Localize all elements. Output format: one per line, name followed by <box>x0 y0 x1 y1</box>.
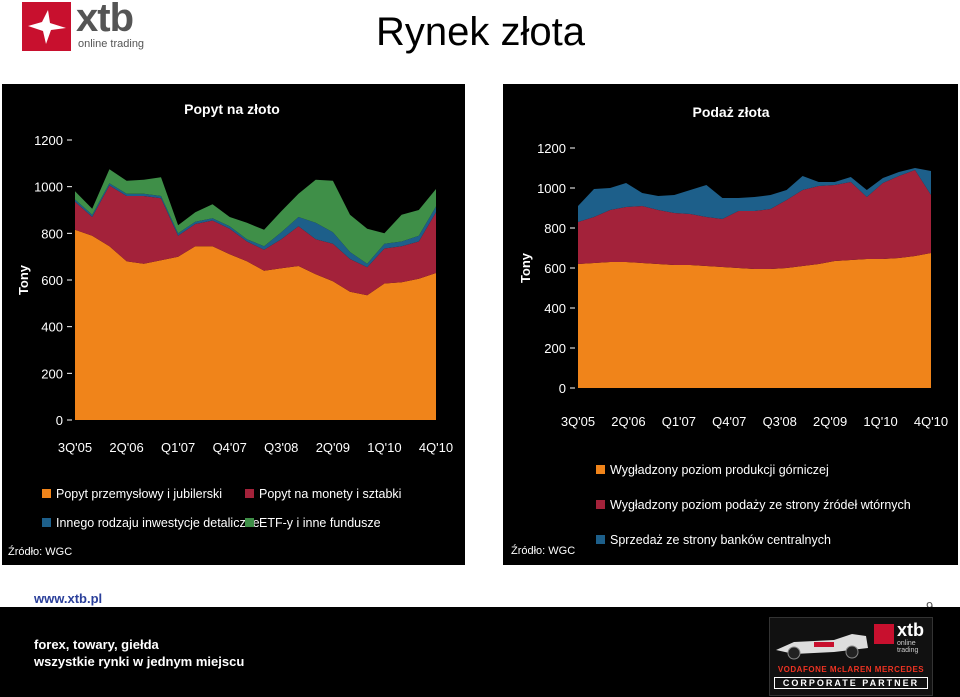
website-link[interactable]: www.xtb.pl <box>34 591 103 606</box>
legend-swatch <box>245 489 254 498</box>
x-tick-label: Q3'08 <box>264 440 298 455</box>
area-series-4 <box>75 169 436 264</box>
y-tick-label: 400 <box>544 301 566 316</box>
supply-chart-panel: Podaż złota Tony 0 200 400 600 800 1000 1200 3Q'0… <box>503 84 958 565</box>
x-tick-label: 1Q'10 <box>863 414 897 429</box>
chart-title: Podaż złota <box>692 104 769 120</box>
logo-text: xtb <box>76 0 134 40</box>
partner-logo-sub: online trading <box>897 640 919 654</box>
y-tick-label: 0 <box>559 381 566 396</box>
legend-label: Popyt na monety i sztabki <box>259 487 401 501</box>
legend-swatch <box>596 465 605 474</box>
area-series-1 <box>75 229 436 420</box>
x-tick-label: 2Q'06 <box>611 414 645 429</box>
x-tick-label: 4Q'10 <box>419 440 453 455</box>
y-tick-label: 1000 <box>34 180 63 195</box>
legend-label: Wygładzony poziom podaży ze strony źróde… <box>610 498 911 512</box>
legend-swatch <box>42 489 51 498</box>
x-tick-label: Q3'08 <box>763 414 797 429</box>
supply-chart: Podaż złota Tony 0 200 400 600 800 1000 1200 3Q'0… <box>511 104 948 557</box>
y-tick-label: 200 <box>41 366 63 381</box>
area-series-3 <box>578 168 931 222</box>
x-tick-label: Q1'07 <box>662 414 696 429</box>
partner-logo-mark <box>874 624 894 644</box>
y-tick-label: 600 <box>544 261 566 276</box>
y-tick-label: 0 <box>56 413 63 428</box>
legend-swatch <box>42 518 51 527</box>
y-tick-label: 1000 <box>537 181 566 196</box>
x-tick-label: 2Q'09 <box>316 440 350 455</box>
footer-tagline-1: forex, towary, giełda <box>34 637 159 652</box>
logo-mark <box>22 2 71 51</box>
partner-logo-text: xtb <box>897 620 924 640</box>
y-axis-label: Tony <box>16 264 31 295</box>
page-number: 9 <box>926 599 933 614</box>
y-tick-label: 800 <box>41 226 63 241</box>
legend-swatch <box>596 500 605 509</box>
y-tick-label: 400 <box>41 320 63 335</box>
y-axis-label: Tony <box>518 252 533 283</box>
area-series-1 <box>578 253 931 388</box>
footer-tagline-2: wszystkie rynki w jednym miejscu <box>34 654 245 669</box>
source-note: Źródło: WGC <box>8 545 72 558</box>
footer-bar: forex, towary, giełda wszystkie rynki w … <box>0 607 960 697</box>
source-note: Źródło: WGC <box>511 544 575 557</box>
x-tick-label: 3Q'05 <box>561 414 595 429</box>
area-series-2 <box>578 170 931 269</box>
legend-label: ETF-y i inne fundusze <box>259 516 381 530</box>
x-tick-label: 3Q'05 <box>58 440 92 455</box>
partner-team-name: VODAFONE McLAREN MERCEDES <box>777 665 925 674</box>
legend-swatch <box>596 535 605 544</box>
legend-label: Innego rodzaju inwestycje detaliczne <box>56 516 260 530</box>
page-title: Rynek złota <box>376 10 585 54</box>
legend-label: Wygładzony poziom produkcji górniczej <box>610 463 829 477</box>
x-tick-label: Q4'07 <box>213 440 247 455</box>
y-tick-label: 1200 <box>537 141 566 156</box>
x-tick-label: Q4'07 <box>712 414 746 429</box>
legend-label: Popyt przemysłowy i jubilerski <box>56 487 222 501</box>
legend-swatch <box>245 518 254 527</box>
chart-title: Popyt na złoto <box>184 101 280 117</box>
y-tick-label: 600 <box>41 273 63 288</box>
x-tick-label: 1Q'10 <box>367 440 401 455</box>
xtb-logo[interactable]: xtb online trading <box>22 0 157 52</box>
demand-chart: Popyt na złoto Tony 0 200 400 600 800 1000 1200 3… <box>8 101 453 558</box>
partner-badge: xtb online trading VODAFONE McLAREN MERC… <box>769 617 933 696</box>
logo-subtitle: online trading <box>78 38 145 50</box>
x-tick-label: 2Q'09 <box>813 414 847 429</box>
area-series-2 <box>75 185 436 296</box>
x-tick-label: Q1'07 <box>161 440 195 455</box>
partner-status: CORPORATE PARTNER <box>774 677 928 689</box>
legend-label: Sprzedaż ze strony banków centralnych <box>610 533 831 547</box>
y-tick-label: 800 <box>544 221 566 236</box>
race-car-icon <box>776 634 868 660</box>
x-tick-label: 4Q'10 <box>914 414 948 429</box>
x-tick-label: 2Q'06 <box>109 440 143 455</box>
y-tick-label: 1200 <box>34 133 63 148</box>
y-tick-label: 200 <box>544 341 566 356</box>
demand-chart-panel: Popyt na złoto Tony 0 200 400 600 800 1000 1200 3… <box>2 84 465 565</box>
